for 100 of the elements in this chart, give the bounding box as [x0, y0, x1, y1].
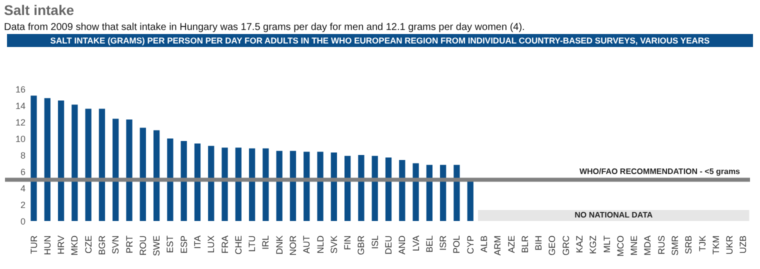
- bar: [140, 128, 146, 221]
- x-tick-label: DEU: [384, 236, 394, 255]
- x-tick-label: ALB: [479, 236, 490, 253]
- bar: [262, 148, 269, 221]
- x-tick-label: IRL: [260, 236, 271, 250]
- x-tick-label: NLD: [315, 235, 326, 254]
- y-tick-label: 14: [15, 101, 26, 111]
- bar: [85, 108, 92, 221]
- y-tick-label: 10: [15, 134, 26, 144]
- y-tick-label: 6: [20, 167, 26, 177]
- x-tick-label: AZE: [506, 236, 516, 254]
- x-tick-label: HUN: [42, 236, 52, 255]
- x-tick-label: ISL: [370, 236, 380, 250]
- bar: [290, 150, 296, 221]
- x-tick-label: MDA: [642, 236, 653, 256]
- x-tick-label: CHE: [233, 236, 244, 255]
- bar: [372, 156, 378, 221]
- bar: [153, 130, 160, 221]
- x-tick-label: MNE: [629, 236, 640, 256]
- bar: [72, 104, 78, 221]
- x-tick-label: AND: [397, 235, 408, 255]
- x-tick-label: GEO: [547, 236, 558, 256]
- x-tick-label: POL: [452, 236, 462, 254]
- bar: [222, 148, 228, 221]
- bar: [208, 146, 214, 221]
- bar: [330, 152, 337, 221]
- x-tick-label: FIN: [342, 236, 353, 250]
- chart-subtitle: Data from 2009 show that salt intake in Hungary was 17.5 grams per day for men and 12.1 grams per day women (4).: [4, 22, 525, 33]
- x-tick-label: SRB: [684, 236, 694, 254]
- x-tick-label: UKR: [724, 235, 735, 255]
- bar: [126, 120, 132, 221]
- bar: [112, 118, 119, 221]
- x-tick-label: DNK: [274, 236, 284, 255]
- bar: [30, 96, 37, 221]
- x-tick-label: KAZ: [574, 235, 585, 254]
- x-tick-label: BEL: [424, 236, 434, 253]
- x-tick-label: HRV: [56, 236, 66, 254]
- x-tick-label: BGR: [96, 235, 107, 256]
- bar: [467, 180, 474, 221]
- x-tick-label: NOR: [288, 235, 298, 256]
- bar: [344, 156, 351, 221]
- bar: [412, 163, 419, 221]
- x-tick-label: TUR: [28, 235, 39, 254]
- x-tick-label: FRA: [220, 236, 230, 254]
- x-tick-label: CZE: [83, 236, 94, 254]
- bar: [304, 152, 310, 221]
- x-tick-label: LVA: [410, 236, 421, 252]
- x-tick-label: MLT: [602, 235, 612, 253]
- bar: [454, 164, 460, 221]
- ref-line-label: WHO/FAO RECOMMENDATION - <5 grams: [579, 166, 741, 176]
- x-tick-label: BLR: [520, 235, 530, 254]
- x-tick-label: ITA: [192, 236, 202, 249]
- x-tick-label: BIH: [534, 236, 544, 251]
- x-tick-label: LUX: [206, 236, 216, 254]
- bar: [58, 100, 64, 221]
- y-tick-label: 2: [20, 200, 26, 210]
- x-tick-label: ISR: [438, 235, 448, 251]
- x-tick-label: ARM: [492, 236, 503, 256]
- y-tick-label: 16: [15, 84, 26, 94]
- x-tick-label: TKM: [710, 236, 721, 254]
- bar: [248, 148, 256, 221]
- x-tick-label: MCO: [615, 236, 626, 256]
- x-tick-label: SWE: [152, 236, 162, 256]
- bar: [98, 108, 106, 221]
- band-label: NO NATIONAL DATA: [574, 210, 653, 220]
- x-tick-label: SVN: [110, 236, 121, 254]
- x-tick-label: UZB: [738, 236, 748, 254]
- bar: [167, 138, 174, 221]
- bar: [235, 148, 242, 221]
- x-tick-label: KGZ: [588, 235, 598, 254]
- text: SALT INTAKE (GRAMS) PER PERSON PER DAY FOR ADULTS IN THE WHO EUROPEAN REGION FROM INDIVIDUAL COUNTRY-BASED SURVEYS, VARIOUS YEARS: [50, 36, 710, 46]
- x-tick-label: ESP: [178, 236, 189, 254]
- x-tick-label: GRC: [560, 235, 571, 256]
- x-tick-label: EST: [165, 235, 176, 254]
- bar: [440, 164, 446, 221]
- bar: [399, 160, 406, 221]
- bar: [358, 155, 364, 221]
- x-tick-label: AUT: [302, 235, 312, 254]
- x-tick-label: LTU: [247, 236, 258, 252]
- bar: [426, 164, 432, 221]
- x-tick-label: SVK: [328, 236, 339, 254]
- y-tick-label: 8: [20, 150, 26, 160]
- x-tick-label: ROU: [138, 236, 148, 256]
- bar: [385, 157, 392, 221]
- bar: [44, 98, 50, 221]
- y-tick-label: 0: [20, 216, 26, 226]
- x-tick-label: MKD: [70, 235, 80, 256]
- x-tick-label: TJK: [697, 236, 708, 252]
- y-tick-label: 12: [15, 118, 26, 128]
- x-tick-label: PRT: [124, 235, 134, 254]
- x-tick-label: SMR: [670, 235, 680, 256]
- x-tick-label: GBR: [356, 235, 366, 256]
- bar: [276, 150, 282, 221]
- x-tick-label: CYP: [465, 236, 476, 254]
- bar: [194, 143, 201, 221]
- chart-title: Salt intake: [4, 2, 74, 18]
- bar: [180, 140, 187, 221]
- x-tick-label: RUS: [656, 236, 666, 255]
- y-tick-label: 4: [20, 184, 26, 194]
- bar: [317, 152, 324, 221]
